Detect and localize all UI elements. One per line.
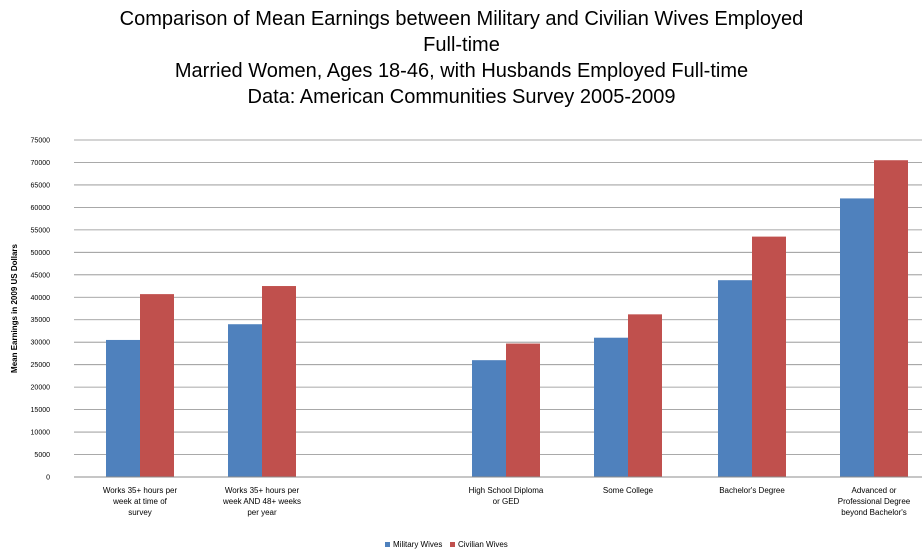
y-tick-label: 5000 bbox=[34, 452, 50, 459]
bar-civilian-wives bbox=[262, 286, 296, 477]
x-category-label: Works 35+ hours per week at time of survey bbox=[103, 486, 178, 517]
bar-military-wives bbox=[472, 360, 506, 477]
bar-military-wives bbox=[594, 337, 628, 477]
y-tick-label: 75000 bbox=[31, 138, 51, 145]
bar-civilian-wives bbox=[506, 343, 540, 477]
y-tick-label: 10000 bbox=[31, 430, 51, 437]
title-line-4: Data: American Communities Survey 2005-2… bbox=[247, 86, 676, 108]
x-category-label: Bachelor's Degree bbox=[719, 486, 785, 495]
bar-civilian-wives bbox=[874, 160, 908, 477]
y-tick-label: 60000 bbox=[31, 205, 51, 212]
y-tick-label: 20000 bbox=[31, 385, 51, 392]
y-tick-label: 65000 bbox=[31, 182, 51, 189]
x-category-label: Advanced or Professional Degree beyond Bac… bbox=[838, 486, 911, 517]
y-axis-label: Mean Earnings in 2009 US Dollars bbox=[10, 243, 19, 372]
bar-civilian-wives bbox=[752, 236, 786, 477]
legend: Military Wives Civilian Wives bbox=[385, 540, 508, 549]
y-tick-label: 0 bbox=[46, 475, 50, 482]
legend-label: Military Wives bbox=[393, 540, 442, 549]
y-tick-labels: 0 5000 10000 15000 20000 25000 30000 35000 40000… bbox=[31, 138, 51, 482]
bar-military-wives bbox=[840, 198, 874, 477]
legend-swatch bbox=[450, 542, 455, 547]
y-tick-label: 55000 bbox=[31, 227, 51, 234]
y-tick-label: 35000 bbox=[31, 317, 51, 324]
title-line-2: Full-time bbox=[423, 34, 500, 56]
x-category-label: Works 35+ hours per week AND 48+ weeks per… bbox=[222, 486, 301, 517]
title-line-1: Comparison of Mean Earnings between Mili… bbox=[119, 8, 804, 30]
bar-military-wives bbox=[718, 280, 752, 477]
y-tick-label: 25000 bbox=[31, 362, 51, 369]
bar-civilian-wives bbox=[140, 294, 174, 477]
bar-military-wives bbox=[228, 324, 262, 477]
y-tick-label: 50000 bbox=[31, 250, 51, 257]
legend-label: Civilian Wives bbox=[458, 540, 508, 549]
title-line-3: Married Women, Ages 18-46, with Husbands… bbox=[174, 60, 749, 82]
x-category-label: High School Diploma or GED bbox=[469, 486, 544, 506]
y-tick-label: 45000 bbox=[31, 272, 51, 279]
y-tick-label: 70000 bbox=[31, 160, 51, 167]
chart-title: Comparison of Mean Earnings between Mili… bbox=[0, 6, 923, 110]
y-tick-label: 15000 bbox=[31, 407, 51, 414]
y-tick-label: 40000 bbox=[31, 295, 51, 302]
x-category-label: Some College bbox=[603, 486, 654, 495]
legend-swatch bbox=[385, 542, 390, 547]
x-category-labels: Works 35+ hours per week at time of survey… bbox=[103, 486, 911, 517]
y-tick-label: 30000 bbox=[31, 340, 51, 347]
bar-military-wives bbox=[106, 339, 140, 477]
bar-civilian-wives bbox=[628, 314, 662, 477]
bars bbox=[106, 160, 908, 477]
